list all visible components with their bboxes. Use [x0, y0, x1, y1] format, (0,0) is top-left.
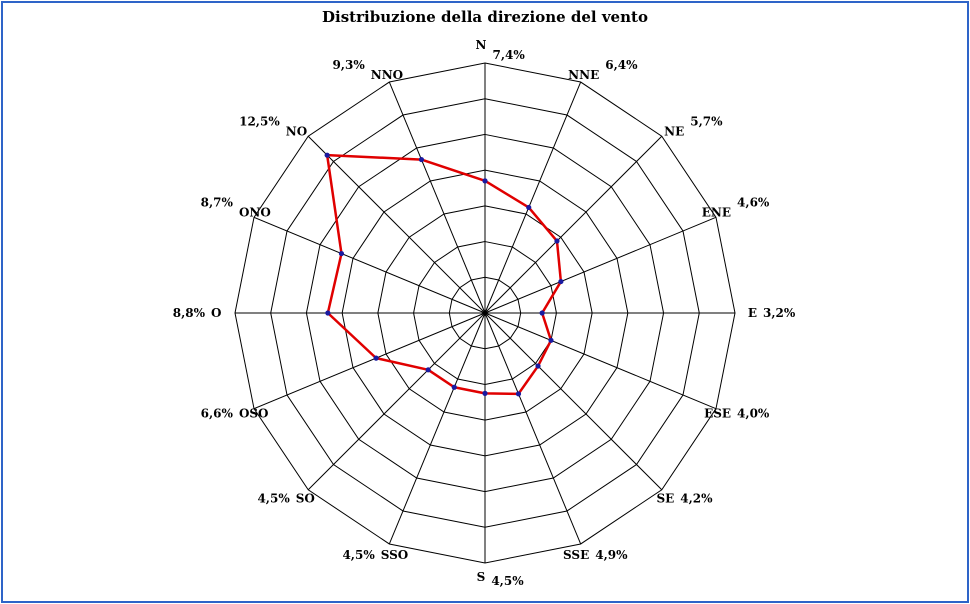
value-label: 4,5% — [257, 491, 290, 505]
grid-spoke — [253, 312, 486, 410]
grid-spoke — [388, 81, 486, 314]
grid-spoke — [484, 216, 717, 314]
data-point — [554, 238, 560, 244]
value-label: 6,6% — [201, 406, 234, 420]
data-point — [482, 178, 488, 184]
value-label: 8,8% — [173, 306, 206, 320]
value-label: 4,6% — [737, 196, 770, 210]
grid-spoke — [484, 312, 663, 491]
value-label: 4,5% — [491, 574, 524, 588]
value-label: 3,2% — [763, 306, 796, 320]
data-point — [548, 337, 554, 343]
chart-title: Distribuzione della direzione del vento — [322, 8, 648, 26]
data-point — [325, 310, 331, 316]
direction-label: E — [748, 306, 757, 320]
direction-label: N — [476, 38, 487, 52]
direction-label: NO — [286, 125, 307, 139]
value-label: 4,2% — [680, 491, 713, 505]
direction-label: NNO — [371, 68, 403, 82]
value-label: 4,0% — [737, 406, 770, 420]
grid-spoke — [484, 312, 717, 410]
direction-label: ESE — [704, 406, 731, 420]
data-point — [535, 363, 541, 369]
direction-label: OSO — [239, 406, 269, 420]
data-point — [324, 152, 330, 158]
direction-label: O — [211, 306, 221, 320]
grid-spoke — [307, 312, 486, 491]
direction-label: NNE — [568, 68, 599, 82]
grid-spoke — [307, 135, 486, 314]
grid-spoke — [253, 216, 486, 314]
grid-spoke — [388, 312, 486, 545]
data-point — [425, 367, 431, 373]
direction-label: S — [477, 570, 486, 584]
value-label: 4,5% — [342, 548, 375, 562]
series-line — [325, 153, 563, 396]
data-point — [373, 355, 379, 361]
direction-label: SE — [656, 491, 674, 505]
data-point — [482, 390, 488, 396]
grid-spoke — [484, 312, 582, 545]
value-label: 8,7% — [201, 196, 234, 210]
data-point — [451, 384, 457, 390]
direction-label: SO — [296, 491, 315, 505]
data-point — [418, 156, 425, 163]
value-label: 4,9% — [595, 548, 628, 562]
value-label: 5,7% — [690, 115, 723, 129]
data-point — [526, 204, 532, 211]
data-point — [338, 250, 345, 257]
grid-spoke — [484, 135, 663, 314]
direction-label: SSO — [381, 548, 409, 562]
data-point — [558, 278, 564, 285]
direction-label: NE — [664, 125, 684, 139]
direction-label: SSE — [563, 548, 589, 562]
value-label: 6,4% — [605, 58, 638, 72]
data-point — [515, 391, 522, 397]
value-label: 12,5% — [239, 115, 280, 129]
direction-label: ONO — [239, 206, 271, 220]
value-label: 9,3% — [332, 58, 365, 72]
value-label: 7,4% — [493, 48, 526, 62]
grid-spoke — [484, 81, 582, 314]
data-point — [539, 310, 545, 316]
direction-label: ENE — [702, 206, 731, 220]
